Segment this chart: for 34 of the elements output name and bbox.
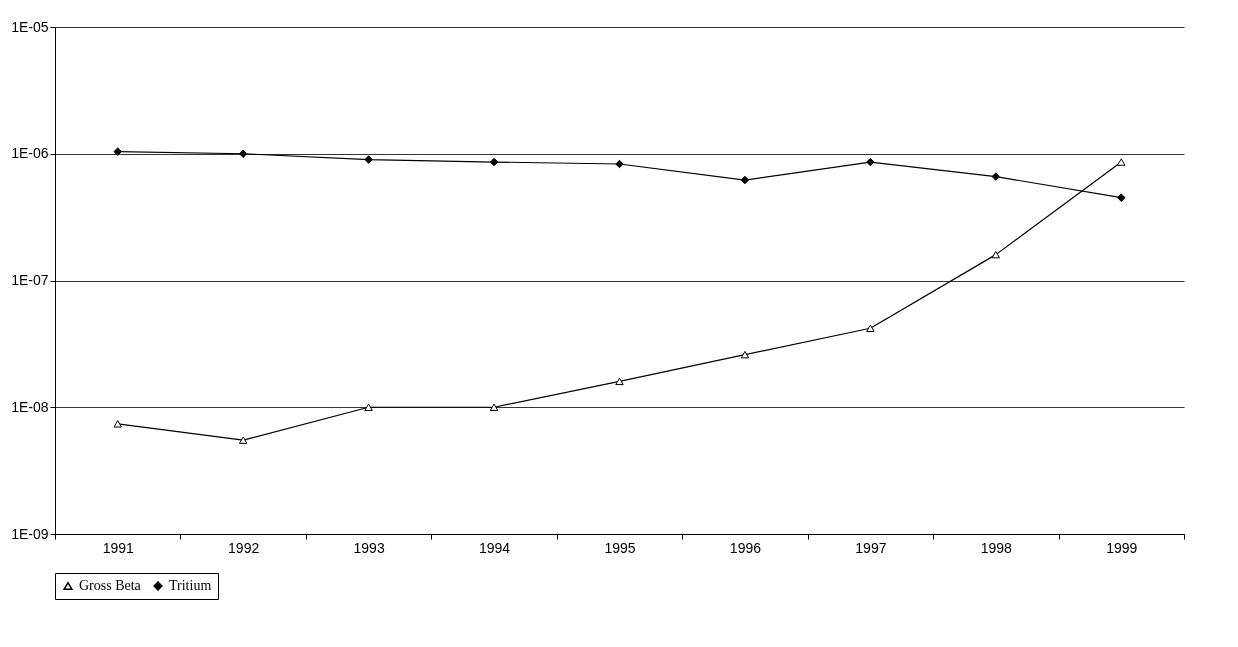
x-tick-label: 1995	[604, 539, 636, 556]
point	[991, 172, 1001, 181]
y-tick-label: 1E-05	[11, 18, 49, 35]
y-tick-label: 1E-06	[11, 145, 49, 162]
x-tick-label: 1998	[980, 539, 1013, 556]
y-tick-label: 1E-09	[11, 525, 49, 542]
point	[615, 377, 624, 386]
point	[866, 324, 875, 332]
x-tick-label: 1994	[478, 539, 511, 556]
point	[740, 175, 750, 185]
point	[489, 403, 499, 411]
x-tick-label: 1996	[729, 539, 762, 556]
point	[113, 147, 122, 156]
x-tick-label: 1999	[1106, 539, 1138, 556]
point	[364, 403, 373, 411]
point	[991, 250, 1001, 259]
point	[113, 420, 122, 428]
point	[740, 350, 750, 359]
point	[615, 159, 624, 169]
point	[1117, 158, 1126, 166]
y-tick-label: 1E-08	[11, 398, 49, 415]
x-tick-label: 1992	[228, 539, 260, 556]
x-tick-label: 1997	[855, 539, 887, 556]
point	[866, 157, 875, 167]
legend-label: Tritium	[169, 578, 212, 593]
point	[238, 436, 248, 444]
point	[364, 155, 373, 164]
x-tick-label: 1993	[353, 539, 385, 556]
point	[238, 149, 248, 158]
point	[489, 157, 499, 167]
point	[1117, 193, 1126, 202]
x-tick-label: 1991	[102, 539, 134, 556]
legend-label: Gross Beta	[79, 578, 142, 593]
y-tick-label: 1E-07	[11, 272, 49, 288]
